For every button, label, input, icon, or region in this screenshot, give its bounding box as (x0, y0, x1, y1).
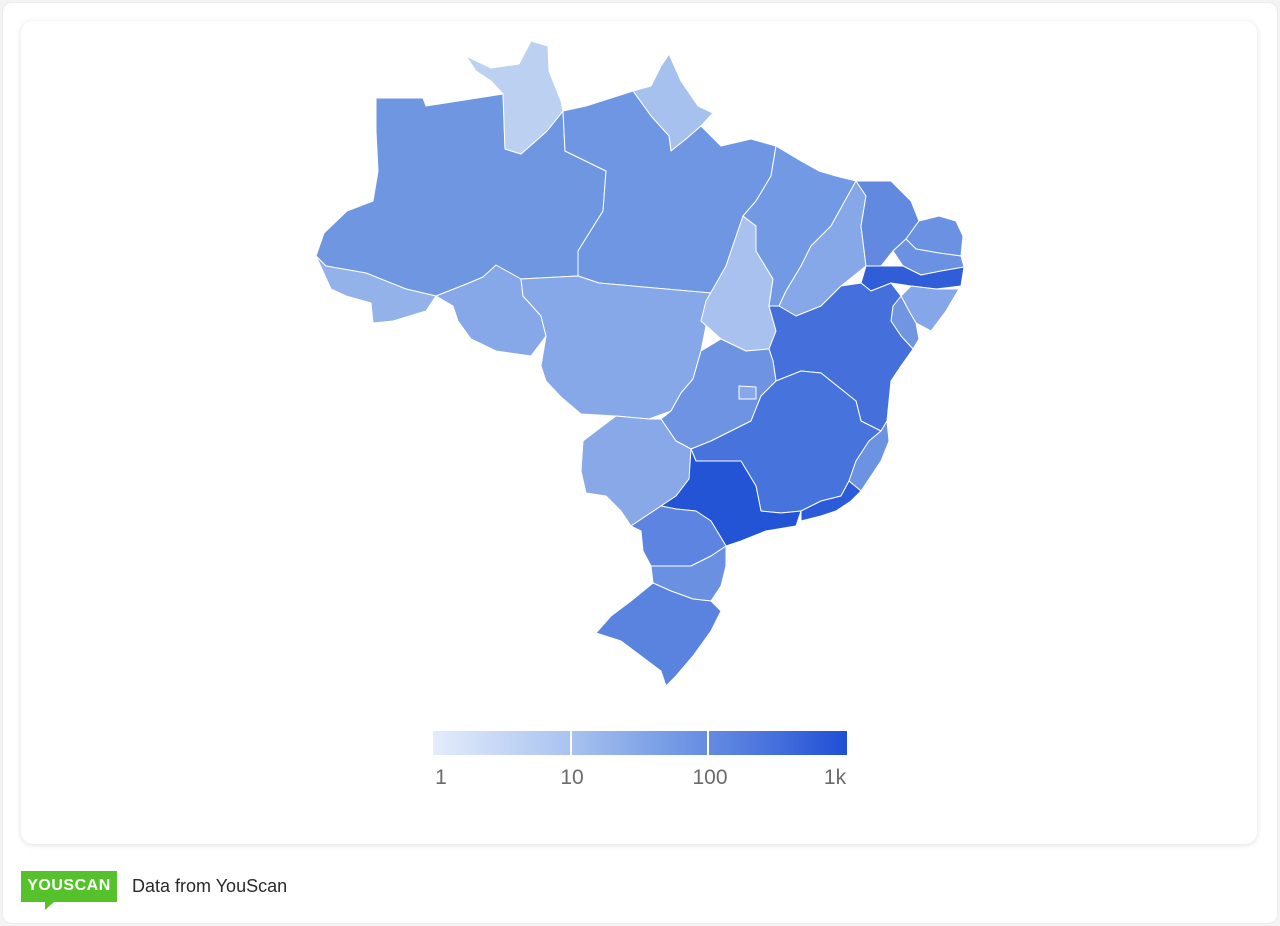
legend-label-10: 10 (560, 766, 584, 789)
legend-divider (570, 731, 572, 755)
state-region-es[interactable] (848, 420, 890, 492)
footer: YOUSCAN Data from YouScan (21, 866, 288, 910)
legend-label-1k: 1k (823, 766, 847, 789)
state-region-am[interactable] (315, 93, 607, 297)
state-region-rs[interactable] (595, 582, 722, 687)
state-region-ac[interactable] (315, 255, 437, 324)
state-region-rj[interactable] (800, 480, 862, 522)
brazil-map (315, 40, 965, 687)
map-card (21, 21, 1257, 844)
state-region-df[interactable] (738, 385, 757, 400)
data-source-text: Data from YouScan (132, 875, 288, 896)
legend-divider (707, 731, 709, 755)
legend-label-100: 100 (692, 766, 728, 789)
youscan-logo[interactable]: YOUSCAN (21, 870, 117, 910)
legend-label-1: 1 (435, 766, 447, 789)
legend-gradient-bar (433, 731, 847, 755)
color-legend (433, 731, 849, 761)
